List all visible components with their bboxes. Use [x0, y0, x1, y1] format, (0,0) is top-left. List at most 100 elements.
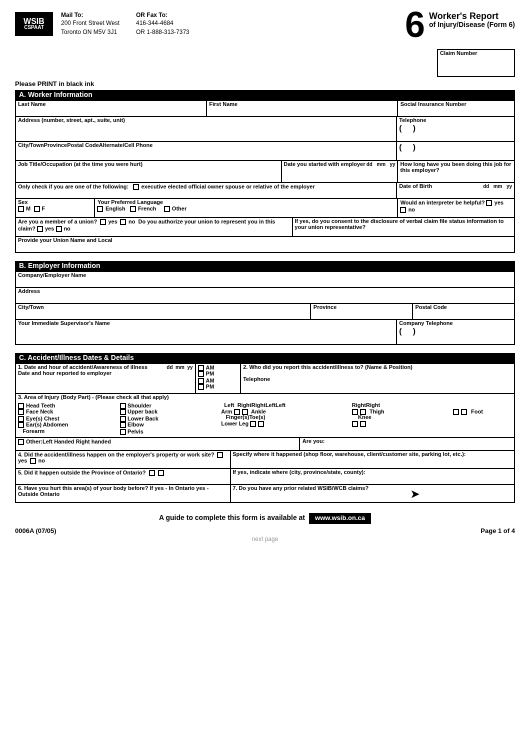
section-b: B. Employer Information Company/Employer… — [15, 261, 515, 345]
q5-no-cb[interactable] — [158, 470, 164, 476]
lowerback-cb[interactable] — [120, 416, 126, 422]
fax-line1: 416-344-4684 — [136, 20, 173, 28]
exec-checkbox[interactable] — [133, 184, 139, 190]
guide-text: A guide to complete this form is availab… — [159, 515, 305, 522]
section-c: C. Accident/Illness Dates & Details 1. D… — [15, 353, 515, 503]
fax-label: OR Fax To: — [136, 13, 168, 19]
auth-no-checkbox[interactable] — [56, 226, 62, 232]
telephone-field[interactable]: Telephone( ) — [397, 117, 514, 142]
emp-postal-field[interactable]: Postal Code — [413, 304, 514, 320]
mail-block: Mail To: OR Fax To: 200 Front Street Wes… — [61, 12, 189, 37]
q4b-field[interactable]: Specify where it happened (shop floor, w… — [231, 451, 514, 470]
q4-label: 4. Did the accident/illness happen on th… — [18, 452, 214, 458]
footer: 0006A (07/05) Page 1 of 4 — [15, 528, 515, 535]
guide-bar: A guide to complete this form is availab… — [15, 513, 515, 524]
other-lang-checkbox[interactable] — [164, 206, 170, 212]
claim-number-box[interactable]: Claim Number — [437, 49, 515, 77]
form-number: 6 — [405, 12, 425, 37]
french-checkbox[interactable] — [130, 206, 136, 212]
am2-checkbox[interactable] — [198, 378, 204, 384]
company-field[interactable]: Company/Employer Name — [16, 272, 514, 288]
cursor-icon: ➤ — [410, 487, 420, 501]
job-title-field[interactable]: Job Title/Occupation (at the time you we… — [16, 161, 282, 183]
q4-no-cb[interactable] — [30, 458, 36, 464]
mail-line2: Toronto ON M5V 3J1 — [61, 29, 136, 37]
mail-line1: 200 Front Street West — [61, 20, 136, 28]
auth-yes-checkbox[interactable] — [37, 226, 43, 232]
logo-bottom: CSPAAT — [24, 26, 44, 31]
interp-no-checkbox[interactable] — [400, 207, 406, 213]
interp-yes-checkbox[interactable] — [486, 200, 492, 206]
date-start-label: Date you started with employer — [284, 162, 366, 168]
how-long-field[interactable]: How long have you been doing this job fo… — [398, 161, 514, 183]
form-page: WSIB CSPAAT Mail To: OR Fax To: 200 Fron… — [0, 0, 530, 555]
q4-field: 4. Did the accident/illness happen on th… — [16, 451, 231, 470]
q5-yes-cb[interactable] — [149, 470, 155, 476]
url-box[interactable]: www.wsib.on.ca — [309, 513, 371, 524]
elbow-cb[interactable] — [120, 422, 126, 428]
mail-label: Mail To: — [61, 13, 83, 19]
q3-label: 3. Area of Injury (Body Part) - (Please … — [18, 395, 169, 401]
q2-phone-label: Telephone — [243, 377, 270, 383]
q1-field[interactable]: 1. Date and hour of accident/Awareness o… — [16, 364, 196, 394]
eyes-cb[interactable] — [18, 416, 24, 422]
emp-city-field[interactable]: City/Town — [16, 304, 311, 320]
interpreter-field: Would an interpreter be helpful? yes no — [398, 199, 514, 218]
company-tel-field[interactable]: Company Telephone( ) — [397, 320, 514, 345]
pm1-checkbox[interactable] — [198, 371, 204, 377]
last-name-field[interactable]: Last Name — [16, 101, 207, 117]
title-block: 6 Worker's Report of Injury/Disease (For… — [405, 12, 515, 37]
face-cb[interactable] — [18, 409, 24, 415]
am1-checkbox[interactable] — [198, 365, 204, 371]
section-a-header: A. Worker Information — [15, 90, 515, 101]
dob-field[interactable]: Date of Birth dd mm yy — [397, 183, 514, 199]
q6-field: 6. Have you hurt this area(s) of your bo… — [16, 485, 231, 503]
emp-prov-field[interactable]: Province — [311, 304, 413, 320]
q4-yes-cb[interactable] — [217, 452, 223, 458]
other-body-cb[interactable] — [18, 439, 24, 445]
dob-label: Date of Birth — [399, 184, 432, 190]
union-yes-checkbox[interactable] — [100, 219, 106, 225]
union-member-field: Are you a member of a union? yes no Do y… — [16, 218, 293, 237]
ampm-field[interactable]: AM PM AM PM — [196, 364, 241, 394]
areyou-label: Are you: — [302, 439, 324, 445]
shoulder-cb[interactable] — [120, 403, 126, 409]
are-you-field: Are you: — [300, 438, 514, 450]
section-c-header: C. Accident/Illness Dates & Details — [15, 353, 515, 364]
emp-address-field[interactable]: Address — [16, 288, 514, 304]
alt-phone-field[interactable]: ( ) — [397, 142, 514, 161]
section-a: A. Worker Information Last Name First Na… — [15, 90, 515, 253]
ears-cb[interactable] — [18, 422, 24, 428]
english-checkbox[interactable] — [97, 206, 103, 212]
sex-f-checkbox[interactable] — [34, 206, 40, 212]
sex-m-checkbox[interactable] — [18, 206, 24, 212]
pelvis-cb[interactable] — [120, 429, 126, 435]
date-started-field[interactable]: Date you started with employer dd mm yy — [282, 161, 399, 183]
exec-label: executive elected official owner spouse … — [141, 185, 315, 191]
q7-label: 7. Do you have any prior related WSIB/WC… — [233, 486, 369, 492]
sin-field[interactable]: Social Insurance Number — [398, 101, 514, 117]
first-name-field[interactable]: First Name — [207, 101, 398, 117]
sex-field: Sex M F — [16, 199, 95, 218]
wsib-logo: WSIB CSPAAT — [15, 12, 53, 36]
interp-label: Would an interpreter be helpful? — [400, 201, 485, 207]
only-check-label: Only check if you are one of the followi… — [18, 185, 129, 191]
form-code: 0006A (07/05) — [15, 528, 56, 535]
consent-field: If yes, do you consent to the disclosure… — [293, 218, 514, 237]
q2-label: 2. Who did you report this accident/illn… — [243, 365, 412, 371]
head-cb[interactable] — [18, 403, 24, 409]
supervisor-field[interactable]: Your Immediate Supervisor's Name — [16, 320, 397, 345]
city-field[interactable]: City/TownProvincePostal CodeAlternate/Ce… — [16, 142, 397, 161]
fax-line2: OR 1-888-313-7373 — [136, 29, 189, 37]
address-field[interactable]: Address (number, street, apt., suite, un… — [16, 117, 397, 142]
q5b-field[interactable]: If yes, indicate where (city, province/s… — [231, 469, 514, 485]
q2-field[interactable]: 2. Who did you report this accident/illn… — [241, 364, 514, 394]
union-name-field[interactable]: Provide your Union Name and Local — [16, 237, 514, 253]
union-no-checkbox[interactable] — [120, 219, 126, 225]
upperback-cb[interactable] — [120, 409, 126, 415]
next-page-link[interactable]: next page — [15, 537, 515, 543]
section-b-header: B. Employer Information — [15, 261, 515, 272]
q1b-label: Date and hour reported to employer — [18, 371, 112, 377]
pm2-checkbox[interactable] — [198, 384, 204, 390]
language-field: Your Preferred Language English French O… — [95, 199, 398, 218]
